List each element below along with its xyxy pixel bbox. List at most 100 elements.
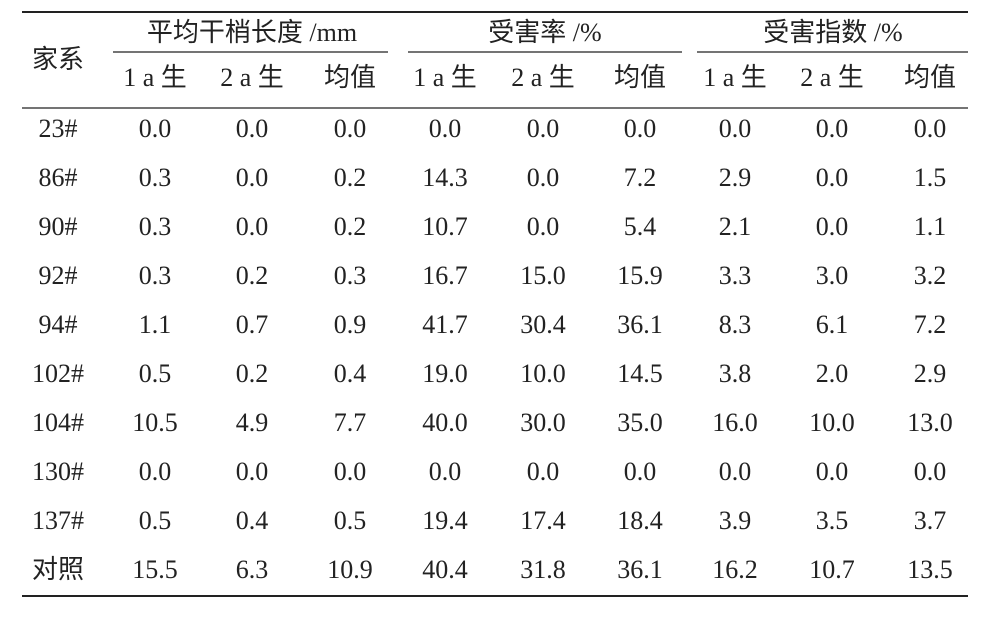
cell: 10.0 <box>809 408 855 437</box>
cell: 3.9 <box>719 506 752 535</box>
cell: 0.0 <box>624 114 657 143</box>
cell: 2.1 <box>719 212 752 241</box>
cell: 0.3 <box>139 212 172 241</box>
cell: 10.7 <box>809 555 855 584</box>
row-label: 92# <box>39 261 78 290</box>
cell: 10.5 <box>132 408 178 437</box>
cell: 0.0 <box>816 457 849 486</box>
cell: 2.9 <box>914 359 947 388</box>
column-header: 1 a 生 <box>703 63 767 92</box>
cell: 7.2 <box>914 310 947 339</box>
cell: 0.0 <box>527 212 560 241</box>
cell: 0.2 <box>236 359 269 388</box>
cell: 1.1 <box>914 212 947 241</box>
cell: 0.4 <box>236 506 269 535</box>
cell: 1.5 <box>914 163 947 192</box>
cell: 10.9 <box>327 555 373 584</box>
cell: 36.1 <box>617 555 663 584</box>
cell: 0.0 <box>429 457 462 486</box>
cell: 0.7 <box>236 310 269 339</box>
column-header: 均值 <box>614 63 666 92</box>
cell: 6.3 <box>236 555 269 584</box>
column-header: 均值 <box>324 63 376 92</box>
cell: 0.0 <box>914 114 947 143</box>
cell: 0.0 <box>816 114 849 143</box>
row-header: 家系 <box>32 45 84 74</box>
cell: 18.4 <box>617 506 663 535</box>
cell: 31.8 <box>520 555 566 584</box>
cell: 1.1 <box>139 310 172 339</box>
row-label: 86# <box>39 163 78 192</box>
cell: 3.7 <box>914 506 947 535</box>
cell: 13.5 <box>907 555 953 584</box>
row-label: 104# <box>32 408 84 437</box>
cell: 4.9 <box>236 408 269 437</box>
cell: 16.7 <box>422 261 468 290</box>
cell: 3.3 <box>719 261 752 290</box>
cell: 0.3 <box>139 261 172 290</box>
cell: 40.4 <box>422 555 468 584</box>
cell: 2.9 <box>719 163 752 192</box>
cell: 0.0 <box>624 457 657 486</box>
cell: 0.0 <box>139 457 172 486</box>
cell: 0.0 <box>236 114 269 143</box>
cell: 0.0 <box>816 163 849 192</box>
column-header: 2 a 生 <box>220 63 284 92</box>
cell: 0.0 <box>429 114 462 143</box>
cell: 0.2 <box>334 163 367 192</box>
cell: 3.5 <box>816 506 849 535</box>
cell: 13.0 <box>907 408 953 437</box>
row-label: 23# <box>39 114 78 143</box>
cell: 6.1 <box>816 310 849 339</box>
cell: 16.2 <box>712 555 758 584</box>
cell: 3.0 <box>816 261 849 290</box>
cell: 10.7 <box>422 212 468 241</box>
cell: 5.4 <box>624 212 657 241</box>
cell: 10.0 <box>520 359 566 388</box>
column-header: 2 a 生 <box>800 63 864 92</box>
cell: 7.7 <box>334 408 367 437</box>
cell: 0.0 <box>334 457 367 486</box>
cell: 0.3 <box>334 261 367 290</box>
row-label: 130# <box>32 457 84 486</box>
cell: 15.0 <box>520 261 566 290</box>
cell: 14.3 <box>422 163 468 192</box>
cell: 0.0 <box>236 212 269 241</box>
cell: 0.9 <box>334 310 367 339</box>
row-label: 对照 <box>32 555 84 584</box>
cell: 19.0 <box>422 359 468 388</box>
cell: 0.0 <box>334 114 367 143</box>
column-header: 2 a 生 <box>511 63 575 92</box>
cell: 19.4 <box>422 506 468 535</box>
cell: 0.2 <box>236 261 269 290</box>
cell: 0.0 <box>719 114 752 143</box>
cell: 36.1 <box>617 310 663 339</box>
cell: 0.5 <box>334 506 367 535</box>
cell: 0.0 <box>719 457 752 486</box>
cell: 3.2 <box>914 261 947 290</box>
cell: 41.7 <box>422 310 468 339</box>
cell: 0.0 <box>527 457 560 486</box>
cell: 14.5 <box>617 359 663 388</box>
cell: 0.0 <box>236 457 269 486</box>
cell: 0.5 <box>139 359 172 388</box>
cell: 0.5 <box>139 506 172 535</box>
cell: 0.2 <box>334 212 367 241</box>
column-header: 1 a 生 <box>123 63 187 92</box>
column-header: 1 a 生 <box>413 63 477 92</box>
cell: 0.0 <box>816 212 849 241</box>
cell: 8.3 <box>719 310 752 339</box>
cell: 0.0 <box>527 163 560 192</box>
row-label: 90# <box>39 212 78 241</box>
cell: 0.4 <box>334 359 367 388</box>
cell: 2.0 <box>816 359 849 388</box>
cell: 16.0 <box>712 408 758 437</box>
cell: 30.4 <box>520 310 566 339</box>
cell: 0.0 <box>527 114 560 143</box>
cell: 15.9 <box>617 261 663 290</box>
cell: 0.3 <box>139 163 172 192</box>
group-header: 平均干梢长度 /mm <box>147 18 357 47</box>
cell: 15.5 <box>132 555 178 584</box>
cell: 17.4 <box>520 506 566 535</box>
